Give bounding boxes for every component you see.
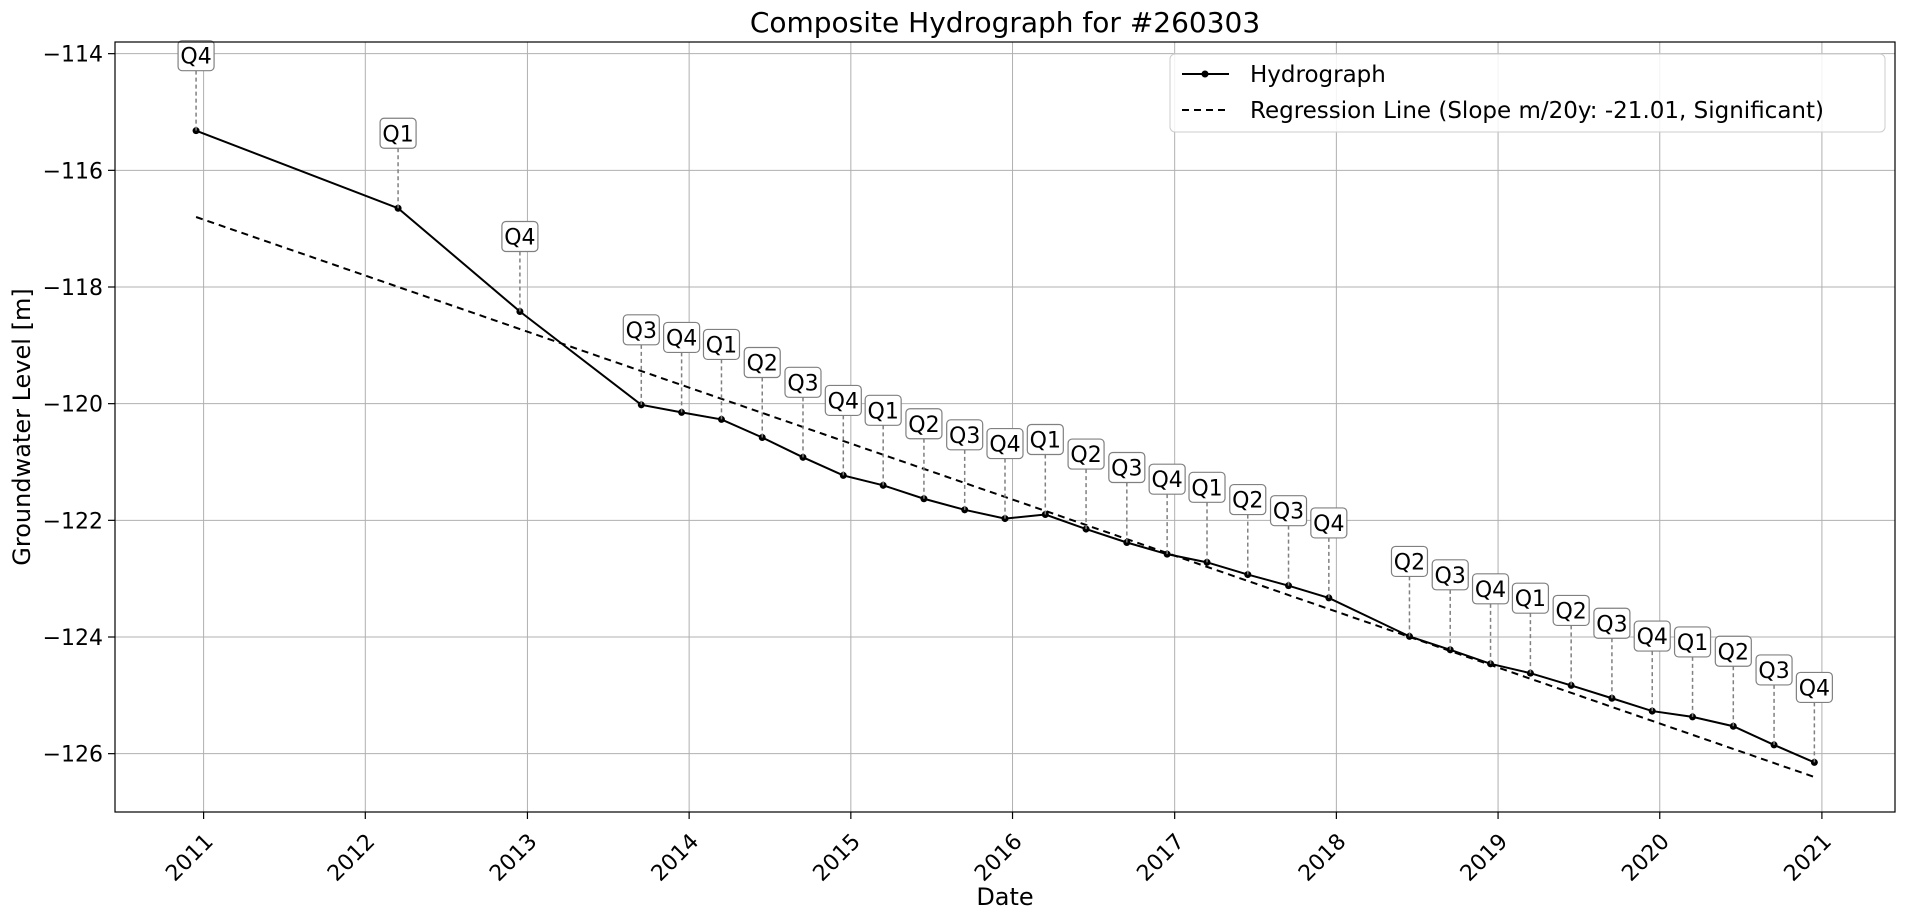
y-axis-label: Groundwater Level [m]: [8, 288, 36, 565]
annotation-box: [177, 40, 215, 72]
quarter-label: Q3: [1273, 500, 1304, 525]
annotation-box: [1188, 471, 1226, 503]
hydrograph-line: [195, 129, 1815, 764]
quarter-label: Q2: [1718, 640, 1749, 665]
legend-regression-label: Regression Line (Slope m/20y: -21.01, Si…: [1250, 98, 1824, 124]
quarter-label: Q1: [382, 122, 413, 147]
quarter-label: Q2: [747, 352, 778, 377]
quarter-label: Q2: [1394, 550, 1425, 575]
annotation-box: [501, 220, 539, 253]
annotation-box: [1511, 582, 1550, 614]
annotation-box: [1471, 573, 1510, 605]
hydrograph-point: [961, 506, 969, 514]
annotation-box: [1229, 483, 1267, 516]
annotation-box: [1714, 635, 1752, 667]
legend-hydrograph-marker: [1201, 70, 1209, 78]
y-tick-label: −116: [43, 159, 103, 184]
annotation-box: [946, 419, 984, 451]
grid: [115, 42, 1895, 812]
plot-frame: [114, 41, 1896, 813]
annotation-box: [702, 328, 741, 361]
hydrograph-point: [1163, 550, 1171, 558]
quarter-label: Q1: [1515, 587, 1546, 612]
legend: Hydrograph Regression Line (Slope m/20y:…: [1169, 53, 1886, 133]
annotation-box: [1431, 559, 1469, 591]
y-tick-label: −122: [43, 509, 103, 534]
annotation-box: [622, 314, 660, 346]
annotation-box: [824, 384, 862, 417]
annotation-box: [1067, 438, 1105, 470]
quarter-label: Q4: [1313, 512, 1344, 537]
annotation-box: [1026, 423, 1064, 456]
annotation-box: [1633, 620, 1671, 652]
quarter-label: Q3: [949, 424, 980, 449]
legend-hydrograph-label: Hydrograph: [1250, 62, 1386, 88]
quarter-label: Q2: [908, 413, 939, 438]
annotation-box: [784, 366, 822, 398]
quarter-label: Q4: [666, 326, 697, 351]
annotation-box: [743, 346, 781, 379]
y-tick-label: −118: [43, 276, 103, 301]
y-tick-label: −120: [43, 393, 103, 418]
quarter-label: Q3: [787, 371, 818, 396]
annotation-box: [986, 427, 1024, 460]
chart-title: Composite Hydrograph for #260303: [750, 6, 1260, 39]
quarter-label: Q4: [989, 433, 1020, 458]
annotation-box: [1593, 607, 1631, 639]
quarter-label: Q1: [1191, 476, 1222, 501]
hydrograph-point: [192, 127, 200, 135]
quarter-label: Q2: [1555, 599, 1586, 624]
annotation-box: [1310, 507, 1348, 539]
annotation-box: [905, 408, 943, 440]
annotation-box: [1795, 671, 1833, 704]
annotation-box: [1390, 545, 1429, 578]
quarter-label: Q4: [1151, 468, 1182, 493]
quarter-label: Q1: [706, 333, 737, 358]
quarter-label: Q4: [1637, 625, 1668, 650]
annotation-box: [1552, 594, 1590, 627]
annotation-box: [1755, 654, 1793, 686]
annotation-box: [379, 117, 417, 149]
quarter-label: Q4: [1475, 578, 1506, 603]
quarter-label: Q3: [1111, 457, 1142, 482]
quarter-label: Q1: [868, 399, 899, 424]
quarter-label: Q1: [1030, 429, 1061, 454]
quarter-annotations: Q4 Q1 Q4 Q3 Q4 Q1 Q2 Q3 Q4 Q1 Q2 Q3 Q4 Q1 Q2 Q3 Q4 Q1 Q2 Q3…: [177, 40, 1833, 763]
annotation-box: [1269, 495, 1308, 527]
quarter-label: Q2: [1070, 443, 1101, 468]
annotation-box: [1108, 451, 1146, 484]
annotation-box: [864, 394, 902, 426]
quarter-label: Q4: [504, 226, 535, 251]
x-axis-label: Date: [976, 883, 1033, 911]
y-tick-label: −114: [43, 43, 103, 68]
annotation-box: [1673, 626, 1712, 658]
quarter-label: Q3: [1596, 612, 1627, 637]
quarter-label: Q3: [1758, 659, 1789, 684]
annotation-box: [663, 321, 701, 354]
y-tick-label: −126: [43, 743, 103, 768]
quarter-label: Q2: [1232, 489, 1263, 514]
annotation-box: [1148, 463, 1186, 495]
quarter-label: Q3: [1435, 564, 1466, 589]
quarter-label: Q1: [1677, 631, 1708, 656]
quarter-label: Q4: [828, 389, 859, 414]
y-tick-label: −124: [43, 626, 103, 651]
quarter-label: Q4: [180, 45, 211, 70]
quarter-label: Q3: [626, 319, 657, 344]
quarter-label: Q4: [1799, 676, 1830, 701]
legend-box: [1169, 53, 1886, 133]
y-axis: −114 −116 −118 −120 −122 −124 −126: [43, 43, 115, 768]
